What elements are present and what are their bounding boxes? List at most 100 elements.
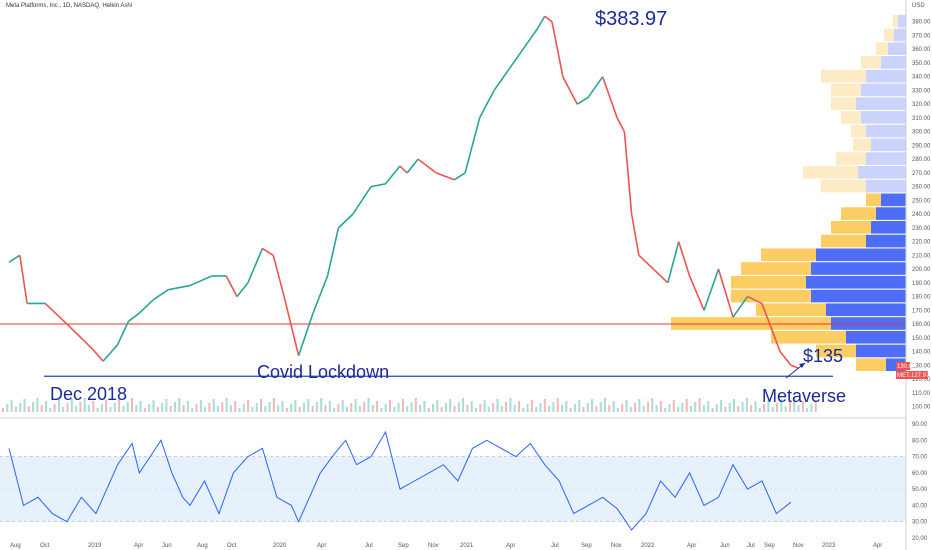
volume-bar: [79, 402, 82, 412]
x-tick-label: Aug: [10, 543, 21, 549]
volume-bar: [427, 408, 430, 412]
volume-bar: [100, 404, 103, 412]
volume-bar: [672, 400, 675, 412]
x-tick-label: Jun: [720, 543, 730, 549]
volume-bar: [10, 400, 13, 412]
volume-bar: [780, 399, 783, 412]
price-segment: [493, 69, 510, 91]
volume-bar: [303, 403, 305, 412]
volume-bar: [380, 408, 383, 412]
volume-bar: [634, 403, 637, 412]
badge-price-b-bg: [910, 371, 928, 379]
price-segment: [576, 96, 589, 105]
vp-up-bar: [821, 234, 866, 248]
price-tick-label: 290.00: [912, 143, 931, 149]
x-tick-label: Apr: [687, 543, 696, 549]
volume-bar: [195, 404, 198, 412]
volume-bar: [591, 399, 594, 412]
volume-bar: [126, 402, 129, 412]
volume-bar: [518, 401, 520, 412]
volume-bar: [174, 402, 176, 412]
price-segment: [478, 90, 495, 119]
volume-bar: [776, 403, 778, 412]
volume-bar: [543, 399, 546, 412]
price-segment: [717, 268, 734, 318]
volume-bar: [62, 407, 65, 412]
volume-bar: [457, 402, 460, 412]
price-segment: [8, 254, 21, 263]
volume-bar: [414, 398, 417, 412]
vp-up-bar: [671, 317, 831, 330]
arrow-head: [799, 363, 805, 368]
price-segment: [44, 302, 68, 325]
vp-up-bar: [831, 97, 856, 110]
price-segment: [272, 255, 285, 297]
price-segment: [261, 247, 274, 257]
volume-bar: [268, 402, 271, 412]
volume-bar: [681, 403, 684, 412]
volume-bar: [690, 406, 692, 412]
rsi-tick-label: 60.00: [912, 471, 928, 477]
vp-up-bar: [821, 179, 866, 193]
volume-bar: [122, 406, 125, 412]
vp-up-bar: [884, 28, 894, 42]
vp-down-bar: [866, 124, 906, 138]
vp-up-bar: [841, 207, 876, 220]
volume-bar: [741, 402, 744, 412]
price-segment: [189, 275, 213, 287]
vp-up-bar: [803, 166, 858, 179]
price-segment: [138, 298, 155, 314]
volume-bar: [453, 406, 456, 412]
volume-bar: [350, 403, 353, 412]
volume-bar: [548, 406, 551, 412]
volume-bar: [251, 407, 254, 412]
vp-down-bar: [816, 248, 906, 262]
volume-bar: [40, 405, 43, 412]
volume-bar: [612, 401, 615, 412]
price-tick-label: 120.00: [912, 377, 931, 383]
volume-bar: [376, 401, 379, 412]
volume-bar: [401, 399, 404, 412]
volume-bar: [221, 402, 224, 412]
volume-bar: [165, 399, 168, 412]
vp-up-bar: [856, 358, 886, 372]
vp-down-bar: [894, 28, 906, 42]
volume-bar: [75, 406, 78, 412]
price-segment: [703, 268, 720, 311]
covid-label: Covid Lockdown: [257, 362, 389, 382]
volume-bar: [797, 405, 800, 412]
volume-bar: [36, 398, 39, 412]
volume-bar: [242, 404, 245, 412]
x-tick-label: Oct: [40, 543, 50, 549]
volume-bar: [720, 400, 723, 412]
price-segment: [630, 213, 640, 256]
price-segment: [507, 48, 524, 71]
price-tick-label: 140.00: [912, 350, 931, 356]
volume-bar: [462, 398, 465, 412]
volume-bar: [793, 398, 796, 412]
price-segment: [616, 117, 626, 133]
volume-bar: [182, 405, 185, 412]
volume-bar: [406, 406, 409, 412]
vp-down-bar: [846, 330, 906, 344]
volume-bar: [436, 400, 439, 412]
price-segment: [102, 344, 119, 362]
volume-bar: [49, 408, 52, 412]
volume-bar: [578, 400, 581, 412]
vp-down-bar: [866, 69, 906, 83]
volume-bar: [698, 398, 701, 412]
vp-down-bar: [876, 207, 906, 220]
price-tick-label: 350.00: [912, 61, 931, 67]
price-segment: [326, 227, 340, 277]
vp-down-bar: [858, 166, 906, 179]
volume-bar: [788, 402, 791, 412]
vp-down-bar: [871, 220, 906, 234]
x-tick-label: Sep: [581, 543, 592, 549]
price-segment: [417, 158, 437, 174]
volume-bar: [552, 402, 555, 412]
volume-bar: [169, 406, 172, 412]
price-segment: [283, 296, 300, 356]
vp-up-bar: [876, 42, 888, 55]
volume-bar: [294, 400, 297, 412]
price-segment: [91, 348, 104, 362]
